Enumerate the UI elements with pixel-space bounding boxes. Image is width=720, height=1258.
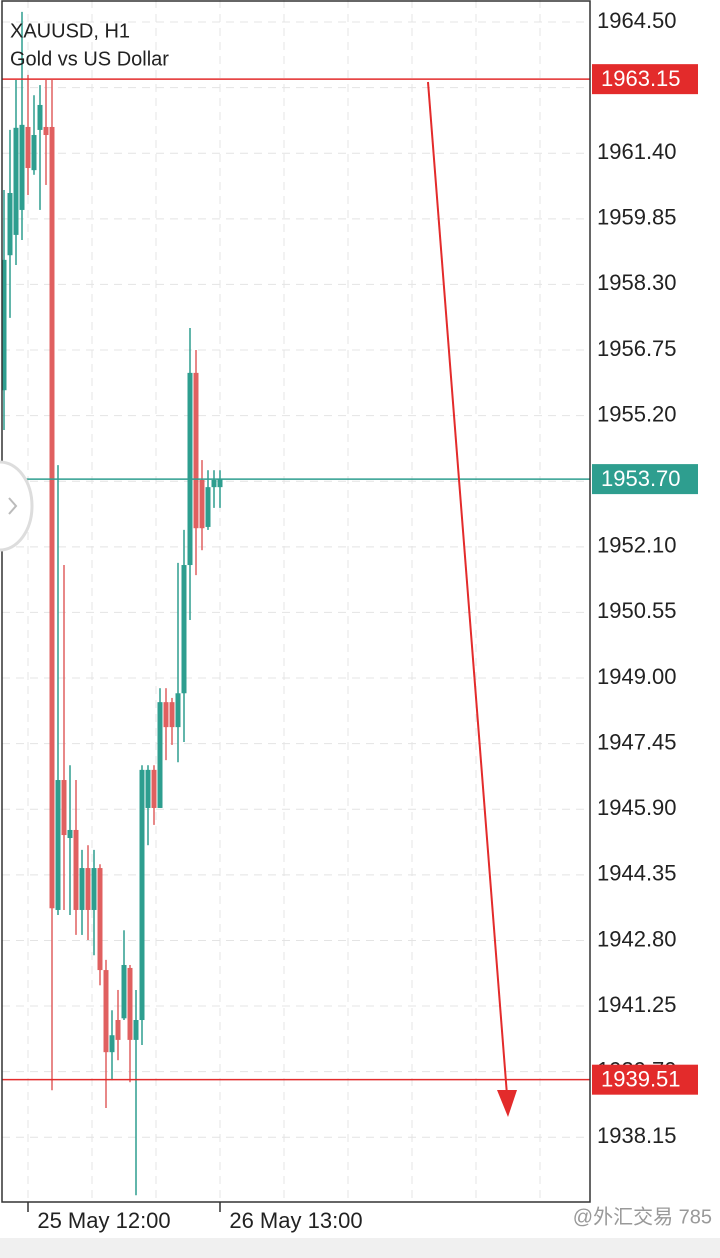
- candle-body: [115, 1020, 121, 1040]
- y-tick-label: 1941.25: [597, 992, 677, 1017]
- x-tick-label: 25 May 12:00: [37, 1208, 170, 1233]
- y-tick-label: 1942.80: [597, 926, 677, 951]
- price-label-box: [592, 64, 698, 95]
- y-tick-label: 1938.15: [597, 1123, 677, 1148]
- candle-body: [79, 868, 85, 910]
- candle-body: [103, 970, 109, 1053]
- candle-body: [31, 135, 37, 171]
- candle-body: [61, 780, 67, 836]
- candle-body: [67, 829, 73, 839]
- bottom-bar: [0, 1238, 720, 1258]
- candle-body: [193, 372, 199, 529]
- y-tick-label: 1958.30: [597, 270, 677, 295]
- candle-body: [43, 126, 49, 136]
- candle-body: [145, 769, 151, 808]
- plot-frame: [1, 0, 591, 1203]
- candle-body: [217, 479, 223, 488]
- price-label: 1939.51: [601, 1066, 681, 1091]
- candle-body: [91, 868, 97, 910]
- price-label: 1953.70: [601, 466, 681, 491]
- candle-body: [19, 124, 25, 210]
- candle-body: [49, 126, 55, 909]
- candle-body: [133, 1020, 139, 1040]
- price-label: 1963.15: [601, 66, 681, 91]
- candle-body: [73, 829, 79, 910]
- label-layer: 1964.501962.951961.401959.851958.301956.…: [27, 8, 698, 1233]
- y-tick-label: 1961.40: [597, 139, 677, 164]
- symbol-subtitle: Gold vs US Dollar: [10, 48, 169, 70]
- arrow-head: [497, 1090, 517, 1117]
- y-tick-label: 1949.00: [597, 664, 677, 689]
- y-tick-label: 1947.45: [597, 729, 677, 754]
- forecast-arrow: [427, 81, 508, 1096]
- candle-body: [157, 702, 163, 808]
- candle-body: [169, 702, 175, 728]
- candle-body: [13, 127, 19, 235]
- candle-body: [187, 372, 193, 566]
- y-tick-label: 1945.90: [597, 795, 677, 820]
- candle-body: [109, 1035, 115, 1053]
- candle-body: [97, 868, 103, 971]
- candle-body: [121, 964, 127, 1019]
- candle-body: [127, 967, 133, 1040]
- candle-body: [55, 780, 61, 910]
- candle-body: [139, 769, 145, 1021]
- y-tick-label: 1950.55: [597, 598, 677, 623]
- x-tick-label: 26 May 13:00: [229, 1208, 362, 1233]
- y-tick-label: 1944.35: [597, 861, 677, 886]
- y-tick-label: 1956.75: [597, 336, 677, 361]
- price-label-box: [592, 1064, 698, 1095]
- candle-body: [25, 126, 31, 169]
- candle-body: [1, 259, 7, 391]
- candle-layer: [1, 11, 223, 1196]
- watermark: @外汇交易 785: [573, 1205, 712, 1228]
- candle-body: [199, 479, 205, 529]
- candle-body: [7, 192, 13, 256]
- candle-body: [181, 565, 187, 694]
- candle-body: [37, 104, 43, 130]
- y-tick-label: 1959.85: [597, 205, 677, 230]
- handle-chevron: [8, 497, 18, 515]
- symbol-title: XAUUSD, H1: [10, 20, 130, 42]
- candle-body: [151, 769, 157, 808]
- grid-layer: [2, 0, 590, 1202]
- candle-body: [211, 479, 217, 488]
- line-layer: [2, 78, 590, 1081]
- price-label-box: [592, 464, 698, 495]
- candle-body: [205, 487, 211, 527]
- candle-body: [163, 702, 169, 728]
- y-tick-label: 1955.20: [597, 401, 677, 426]
- y-tick-label: 1952.10: [597, 533, 677, 558]
- candle-body: [175, 693, 181, 728]
- candle-body: [85, 868, 91, 910]
- y-tick-label: 1964.50: [597, 8, 677, 33]
